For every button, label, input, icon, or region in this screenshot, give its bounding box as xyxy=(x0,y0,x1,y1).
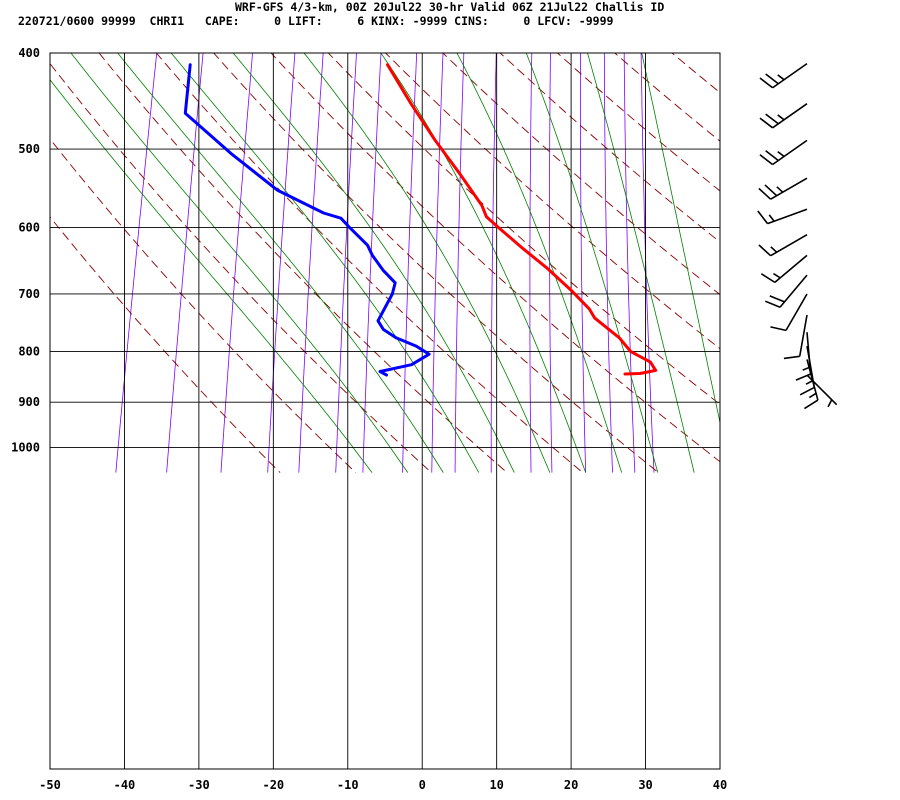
moist-adiabat-line xyxy=(232,53,515,473)
mixing-ratio-line xyxy=(640,53,655,473)
dry-adiabat-line xyxy=(327,53,720,405)
mixing-ratio-line xyxy=(454,53,465,473)
moist-adiabat-line xyxy=(641,53,720,425)
dry-adiabat-line xyxy=(703,31,900,473)
wind-barb xyxy=(757,208,808,225)
mixing-ratio-line xyxy=(490,53,497,473)
grid-lines xyxy=(50,53,720,769)
dewpoint-profile-line xyxy=(183,63,431,377)
profile-series xyxy=(183,63,658,377)
plot-frame xyxy=(49,52,721,770)
mixing-ratio-lines xyxy=(115,53,655,473)
pressure-tick-label: 800 xyxy=(18,344,40,358)
pressure-tick-label: 500 xyxy=(18,142,40,156)
pressure-tick-label: 400 xyxy=(18,46,40,60)
moist-adiabat-line xyxy=(456,53,623,473)
wind-barb xyxy=(764,274,808,309)
dry-adiabat-line xyxy=(759,31,900,473)
mixing-ratio-line xyxy=(298,53,324,473)
dry-adiabat-lines xyxy=(50,31,900,473)
dry-adiabat-line xyxy=(50,138,357,473)
mixing-ratio-line xyxy=(623,53,636,473)
wind-barb xyxy=(759,103,808,129)
mixing-ratio-line xyxy=(431,53,444,473)
dry-adiabat-line xyxy=(155,53,584,473)
mixing-ratio-line xyxy=(335,53,357,473)
moist-adiabat-line xyxy=(587,53,695,473)
moist-adiabat-lines xyxy=(50,53,720,473)
sounding-info-line: 220721/0600 99999 CHRI1 CAPE: 0 LIFT: 6 … xyxy=(18,14,614,28)
temperature-tick-label: 0 xyxy=(419,778,426,792)
moist-adiabat-line xyxy=(303,53,551,473)
temperature-tick-label: -10 xyxy=(337,778,359,792)
moist-adiabat-line xyxy=(380,53,587,473)
chart-title: WRF-GFS 4/3-km, 00Z 20Jul22 30-hr Valid … xyxy=(235,0,665,14)
temperature-tick-label: 20 xyxy=(564,778,578,792)
temperature-tick-label: -20 xyxy=(262,778,284,792)
temperature-tick-label: -40 xyxy=(114,778,136,792)
mixing-ratio-line xyxy=(267,53,296,473)
temperature-tick-label: -30 xyxy=(188,778,210,792)
mixing-ratio-line xyxy=(166,53,204,473)
mixing-ratio-line xyxy=(115,53,158,473)
moist-adiabat-line xyxy=(170,53,480,473)
temperature-tick-label: 10 xyxy=(489,778,503,792)
wind-barb xyxy=(760,254,808,284)
dry-adiabat-line xyxy=(98,53,508,473)
wind-barbs xyxy=(757,62,838,410)
wind-barb xyxy=(770,293,808,332)
wind-barb xyxy=(758,234,808,257)
mixing-ratio-line xyxy=(580,53,587,473)
dry-adiabat-line xyxy=(270,53,720,463)
dry-adiabat-line xyxy=(499,53,720,243)
mixing-ratio-line xyxy=(603,53,613,473)
pressure-tick-label: 600 xyxy=(18,221,40,235)
axis-tick-labels: 400 500 600 700 800 900 1000 -50 -40 -30 -20 -10 0 10… xyxy=(11,46,727,792)
moist-adiabat-line xyxy=(50,79,373,473)
pressure-tick-label: 700 xyxy=(18,287,40,301)
wind-barb xyxy=(799,345,816,396)
wind-barb xyxy=(806,374,838,408)
dry-adiabat-line xyxy=(384,53,720,350)
mixing-ratio-line xyxy=(549,53,553,473)
dry-adiabat-line xyxy=(50,62,432,473)
dry-adiabat-line xyxy=(556,53,720,192)
temperature-tick-label: 40 xyxy=(713,778,727,792)
temperature-tick-label: -50 xyxy=(39,778,61,792)
dry-adiabat-line xyxy=(50,216,281,473)
temperature-profile-line xyxy=(386,63,658,376)
pressure-tick-label: 900 xyxy=(18,395,40,409)
pressure-tick-label: 1000 xyxy=(11,441,40,455)
moist-adiabat-line xyxy=(117,53,444,473)
wind-barb xyxy=(759,62,808,89)
temperature-tick-label: 30 xyxy=(638,778,652,792)
dry-adiabat-line xyxy=(213,53,659,473)
wind-barb xyxy=(783,314,808,360)
moist-adiabat-line xyxy=(70,53,409,473)
mixing-ratio-line xyxy=(220,53,254,473)
mixing-ratio-line xyxy=(402,53,418,473)
wind-barb xyxy=(759,139,808,166)
dry-adiabat-line xyxy=(614,53,720,142)
wind-barb xyxy=(758,177,808,200)
mixing-ratio-line xyxy=(529,53,533,473)
mixing-ratio-line xyxy=(362,53,382,473)
moist-adiabat-line xyxy=(525,53,659,473)
